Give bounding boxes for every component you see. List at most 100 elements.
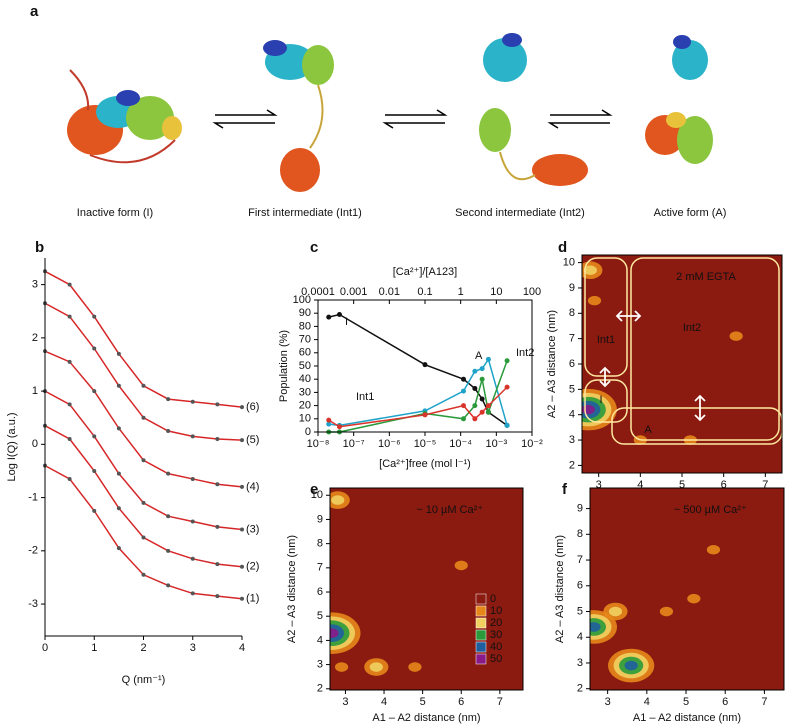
y-tick-label: 100: [293, 294, 311, 306]
y-tick-label: 2: [577, 683, 583, 695]
data-point: [240, 564, 244, 569]
frame: [589, 487, 785, 691]
data-point: [92, 468, 97, 473]
y-tick-label: 20: [299, 400, 311, 412]
plot-area: [582, 255, 782, 473]
data-point: [190, 434, 195, 439]
data-point: [190, 591, 195, 596]
top-axis-label: [Ca²⁺]/[A123]: [393, 266, 458, 278]
y-tick-label: 1: [32, 385, 38, 397]
x-tick-label: 10⁻³: [485, 438, 507, 450]
y-tick-label: 9: [569, 282, 575, 294]
y-tick-label: 10: [299, 413, 311, 425]
data-point: [166, 514, 171, 519]
data-point: [190, 519, 195, 524]
contour-background: [330, 488, 523, 690]
x-tick-label: 1: [91, 642, 97, 654]
data-point: [472, 403, 478, 409]
colorbar-label: 0: [490, 593, 496, 605]
x-tick-label: 10⁻⁸: [307, 438, 330, 450]
data-point: [479, 396, 485, 402]
colorbar-swatch: [475, 617, 487, 629]
x-axis-label: A1 – A2 distance (nm): [633, 712, 741, 724]
data-point: [141, 500, 146, 505]
series-label: Int1: [356, 391, 374, 403]
x-tick-label: 3: [190, 642, 196, 654]
y-tick-label: 5: [569, 383, 575, 395]
data-point: [67, 314, 72, 319]
structure-caption: Second intermediate (Int2): [455, 207, 585, 219]
y-tick-label: 60: [299, 347, 311, 359]
panel-label: e: [310, 481, 318, 498]
colorbar-swatch: [475, 605, 487, 617]
x-tick-label: 6: [722, 696, 728, 708]
data-point: [166, 471, 171, 476]
transition-arrow: [599, 380, 611, 388]
series-label: (2): [246, 561, 259, 573]
x-tick-label: 6: [458, 696, 464, 708]
contour-level: [687, 593, 701, 604]
colorbar-label: 20: [490, 617, 502, 629]
series-label: A: [475, 350, 483, 362]
y-tick-label: -2: [28, 545, 38, 557]
y-tick-label: 6: [317, 586, 323, 598]
series-line: [44, 464, 243, 600]
data-point: [67, 359, 72, 364]
panel-label: b: [35, 239, 44, 256]
plot-area: [326, 312, 510, 435]
transition-arrow: [694, 394, 706, 402]
structure-caption: Active form (A): [654, 207, 727, 219]
transition-arrow: [599, 366, 611, 374]
plot-area: [330, 488, 523, 690]
annotation: 2 mM EGTA: [676, 271, 736, 283]
colorbar-label: 10: [490, 605, 502, 617]
region-label: I: [599, 394, 602, 406]
contour-level: [454, 560, 468, 571]
y-tick-label: 30: [299, 386, 311, 398]
data-point: [485, 356, 491, 362]
data-point: [422, 362, 428, 368]
contour-level: [408, 662, 422, 672]
data-point: [336, 424, 342, 430]
data-point: [116, 351, 121, 356]
colorbar-swatch: [475, 641, 487, 653]
data-point: [472, 385, 478, 391]
x-tick-label: 10⁻²: [521, 438, 543, 450]
x-tick-label: 4: [637, 479, 643, 491]
data-point: [504, 358, 510, 364]
region-label: A: [644, 424, 652, 436]
contour-level: [331, 495, 345, 505]
data-point: [116, 426, 121, 431]
y-tick-label: -1: [28, 491, 38, 503]
y-tick-label: 9: [577, 502, 583, 514]
data-point: [92, 389, 97, 394]
contour-level: [608, 606, 623, 617]
data-point: [92, 314, 97, 319]
y-tick-label: 3: [569, 434, 575, 446]
protein-int2: [479, 33, 588, 186]
y-tick-label: 6: [577, 580, 583, 592]
data-point: [240, 527, 244, 532]
y-tick-label: 9: [317, 513, 323, 525]
region-outline: [584, 257, 628, 377]
data-point: [215, 594, 220, 599]
y-tick-label: 8: [569, 307, 575, 319]
x-tick-label: 3: [342, 696, 348, 708]
x-axis-label: A1 – A2 distance (nm): [372, 712, 480, 724]
data-point: [504, 384, 510, 390]
data-point: [326, 421, 332, 427]
data-point: [166, 583, 171, 588]
data-point: [485, 403, 491, 409]
data-point: [326, 314, 332, 320]
data-point: [116, 546, 121, 551]
y-tick-label: 80: [299, 320, 311, 332]
data-point: [67, 476, 72, 481]
data-point: [240, 596, 244, 601]
data-point: [67, 282, 72, 287]
data-point: [336, 312, 342, 318]
y-tick-label: 0: [32, 438, 38, 450]
data-point: [190, 476, 195, 481]
panel-label: a: [30, 3, 39, 20]
data-point: [215, 562, 220, 567]
contour-level: [369, 662, 383, 672]
